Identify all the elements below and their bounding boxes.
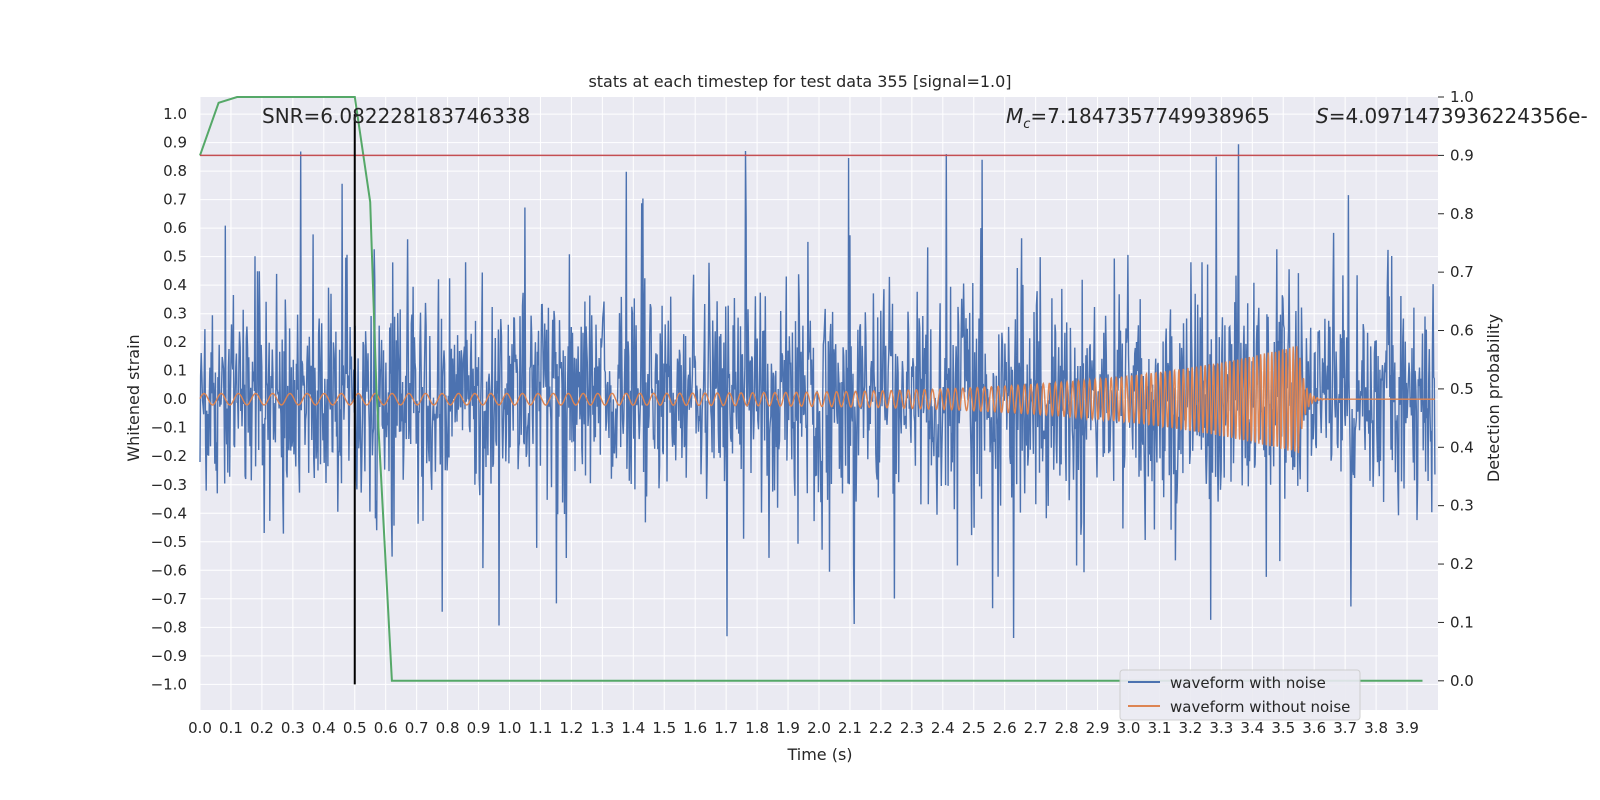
y-right-tick-labels: 1.0 0.9 0.8 0.7 0.6 0.5 0.4 0.3 0.2 0.1 0.0 <box>1438 88 1474 690</box>
x-tick-label: 1.0 <box>498 719 522 737</box>
x-tick-label: 2.4 <box>931 719 955 737</box>
y-right-tick-label: 1.0 <box>1450 88 1474 106</box>
waveform-without-noise-line <box>199 346 1435 454</box>
x-tick-label: 2.3 <box>900 719 924 737</box>
x-tick-label: 0.8 <box>436 719 460 737</box>
legend-label-clean: waveform without noise <box>1170 698 1350 716</box>
x-tick-label: 1.9 <box>776 719 800 737</box>
x-tick-label: 3.0 <box>1117 719 1141 737</box>
x-tick-label: 0.0 <box>188 719 212 737</box>
x-tick-label: 0.7 <box>405 719 429 737</box>
y-left-tick-label: −0.9 <box>151 647 187 665</box>
y-left-tick-label: −0.2 <box>151 447 187 465</box>
y-left-tick-label: 0.1 <box>163 362 187 380</box>
x-tick-label: 2.8 <box>1055 719 1079 737</box>
legend: waveform with noise waveform without noi… <box>1119 669 1361 721</box>
x-tick-label: 3.4 <box>1240 719 1264 737</box>
chirp-mass-annotation: Mc=7.1847357749938965 <box>1006 104 1270 132</box>
spin-annotation: S=4.0971473936224356e- <box>1316 104 1588 128</box>
x-tick-label: 3.2 <box>1178 719 1202 737</box>
x-axis-label: Time (s) <box>786 745 852 764</box>
x-tick-label: 1.7 <box>714 719 738 737</box>
y-right-tick-label: 0.1 <box>1450 613 1474 631</box>
y-right-tick-label: 0.5 <box>1450 380 1474 398</box>
y-left-tick-labels: 1.0 0.9 0.8 0.7 0.6 0.5 0.4 0.3 0.2 0.1 0.0 −0.1 −0.… <box>151 105 187 693</box>
series-detection-probability <box>199 96 1423 682</box>
y-right-tick-label: 0.2 <box>1450 555 1474 573</box>
x-tick-label: 2.6 <box>993 719 1017 737</box>
y-left-tick-label: 0.0 <box>163 390 187 408</box>
x-tick-label: 1.2 <box>559 719 583 737</box>
x-tick-label: 3.6 <box>1302 719 1326 737</box>
y-left-tick-label: 0.4 <box>163 276 187 294</box>
legend-label-noise: waveform with noise <box>1170 674 1326 692</box>
x-tick-label: 3.8 <box>1364 719 1388 737</box>
x-tick-label: 1.5 <box>652 719 676 737</box>
y-left-tick-label: 0.5 <box>163 248 187 266</box>
x-tick-label: 3.3 <box>1209 719 1233 737</box>
x-tick-label: 3.9 <box>1395 719 1419 737</box>
y-right-tick-label: 0.6 <box>1450 322 1474 340</box>
y-left-tick-label: −0.4 <box>151 504 187 522</box>
y-right-tick-label: 0.7 <box>1450 263 1474 281</box>
x-tick-label: 2.7 <box>1024 719 1048 737</box>
legend-box <box>1119 669 1361 721</box>
y-left-tick-label: 0.9 <box>163 134 187 152</box>
x-tick-label: 1.3 <box>590 719 614 737</box>
y-left-tick-label: −0.5 <box>151 533 187 551</box>
reference-lines <box>200 114 1438 685</box>
y-left-tick-label: 0.2 <box>163 333 187 351</box>
y-left-tick-label: −0.8 <box>151 618 187 636</box>
x-tick-label: 1.8 <box>745 719 769 737</box>
y-axis-left-label: Whitened strain <box>124 334 143 461</box>
x-tick-labels: 0.0 0.1 0.2 0.3 0.4 0.5 0.6 0.7 0.8 0.9 1.0 1.1 1.2 1… <box>188 719 1419 737</box>
x-tick-label: 2.2 <box>869 719 893 737</box>
x-tick-label: 0.4 <box>312 719 336 737</box>
y-right-tick-label: 0.0 <box>1450 672 1474 690</box>
y-left-tick-label: 0.3 <box>163 305 187 323</box>
y-left-tick-label: −0.1 <box>151 419 187 437</box>
detection-probability-line <box>199 96 1423 682</box>
x-tick-label: 1.1 <box>529 719 553 737</box>
chart-title: stats at each timestep for test data 355… <box>588 72 1011 91</box>
y-left-tick-label: −1.0 <box>151 675 187 693</box>
x-tick-label: 0.2 <box>250 719 274 737</box>
x-tick-label: 0.6 <box>374 719 398 737</box>
x-tick-label: 2.1 <box>838 719 862 737</box>
y-right-tick-label: 0.3 <box>1450 497 1474 515</box>
x-tick-label: 2.0 <box>807 719 831 737</box>
y-right-tick-label: 0.8 <box>1450 205 1474 223</box>
y-left-tick-label: 0.7 <box>163 191 187 209</box>
x-tick-label: 3.7 <box>1333 719 1357 737</box>
x-tick-label: 1.4 <box>621 719 645 737</box>
y-left-tick-label: −0.3 <box>151 476 187 494</box>
x-tick-label: 3.1 <box>1148 719 1172 737</box>
x-tick-label: 2.9 <box>1086 719 1110 737</box>
x-tick-label: 0.3 <box>281 719 305 737</box>
y-left-tick-label: 1.0 <box>163 105 187 123</box>
y-axis-right-label: Detection probability <box>1484 314 1503 482</box>
y-right-tick-label: 0.4 <box>1450 438 1474 456</box>
x-tick-label: 0.9 <box>467 719 491 737</box>
x-tick-label: 3.5 <box>1271 719 1295 737</box>
y-right-tick-label: 0.9 <box>1450 146 1474 164</box>
snr-annotation: SNR=6.082228183746338 <box>262 104 530 128</box>
y-left-tick-label: 0.6 <box>163 219 187 237</box>
x-tick-label: 0.5 <box>343 719 367 737</box>
x-tick-label: 0.1 <box>219 719 243 737</box>
y-left-tick-label: 0.8 <box>163 162 187 180</box>
series-waveform-without-noise <box>199 346 1435 454</box>
x-tick-label: 1.6 <box>683 719 707 737</box>
y-left-tick-label: −0.6 <box>151 561 187 579</box>
x-tick-label: 2.5 <box>962 719 986 737</box>
y-left-tick-label: −0.7 <box>151 590 187 608</box>
